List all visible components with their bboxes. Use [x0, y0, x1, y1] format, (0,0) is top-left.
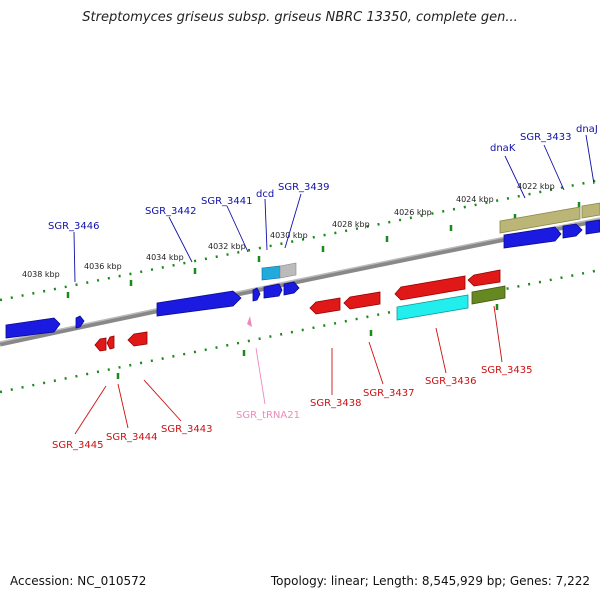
label-SGR_3438: SGR_3438 — [310, 398, 362, 409]
gene-SGR_3442[interactable] — [156, 290, 242, 317]
scale-tick-4036: 4036 kbp — [84, 262, 122, 271]
gene-SGR_3439[interactable] — [283, 281, 300, 296]
gene-SGR_3441[interactable] — [252, 287, 261, 302]
gene-SGR_3443[interactable] — [127, 331, 148, 347]
scale-tick-4028: 4028 kbp — [332, 220, 370, 229]
gene-SGR_3435[interactable] — [467, 269, 501, 287]
feature-cyan-small[interactable] — [261, 265, 281, 281]
gene-forward-small-1[interactable] — [75, 315, 85, 329]
gene-SGR_3444[interactable] — [106, 335, 115, 350]
feature-olive-bar[interactable] — [499, 206, 581, 234]
accession-text: Accession: NC_010572 — [10, 574, 147, 588]
label-SGR_3433: SGR_3433 — [520, 132, 572, 143]
scale-tick-4032: 4032 kbp — [208, 242, 246, 251]
label-SGR_tRNA21: SGR_tRNA21 — [236, 410, 300, 421]
label-SGR_3439: SGR_3439 — [278, 182, 330, 193]
gene-dcd[interactable] — [263, 283, 283, 299]
feature-olive-bar-2[interactable] — [581, 202, 600, 219]
scale-tick-4034: 4034 kbp — [146, 253, 184, 262]
label-SGR_3437: SGR_3437 — [363, 388, 415, 399]
gene-SGR_3438[interactable] — [309, 297, 341, 315]
scale-tick-4038: 4038 kbp — [22, 270, 60, 279]
gene-SGR_3446[interactable] — [5, 317, 61, 339]
map-title: Streptomyces griseus subsp. griseus NBRC… — [82, 10, 518, 25]
gene-dnaJ[interactable] — [585, 219, 600, 235]
label-SGR_3441: SGR_3441 — [201, 196, 253, 207]
gene-SGR_3433[interactable] — [562, 223, 583, 239]
gene-dnaK[interactable] — [503, 226, 562, 249]
label-SGR_3442: SGR_3442 — [145, 206, 197, 217]
trna-SGR_tRNA21[interactable] — [247, 316, 252, 327]
label-SGR_3435: SGR_3435 — [481, 365, 533, 376]
label-SGR_3443: SGR_3443 — [161, 424, 213, 435]
feature-green-bar[interactable] — [471, 285, 506, 305]
topology-summary: Topology: linear; Length: 8,545,929 bp; … — [270, 574, 590, 588]
scale-tick-4024: 4024 kbp — [456, 195, 494, 204]
label-dcd: dcd — [256, 189, 274, 200]
label-SGR_3445: SGR_3445 — [52, 440, 104, 451]
label-SGR_3446: SGR_3446 — [48, 221, 100, 232]
scale-tick-4026: 4026 kbp — [394, 208, 432, 217]
feature-cyan-bar[interactable] — [396, 294, 469, 321]
label-dnaJ: dnaJ — [576, 124, 598, 135]
label-SGR_3436: SGR_3436 — [425, 376, 477, 387]
gene-SGR_3436[interactable] — [394, 275, 466, 301]
feature-gray-small[interactable] — [279, 262, 297, 279]
label-SGR_3444: SGR_3444 — [106, 432, 158, 443]
scale-tick-4022: 4022 kbp — [517, 182, 555, 191]
gene-SGR_3445[interactable] — [94, 337, 107, 352]
gene-SGR_3437[interactable] — [343, 291, 381, 310]
label-dnaK: dnaK — [490, 143, 516, 154]
